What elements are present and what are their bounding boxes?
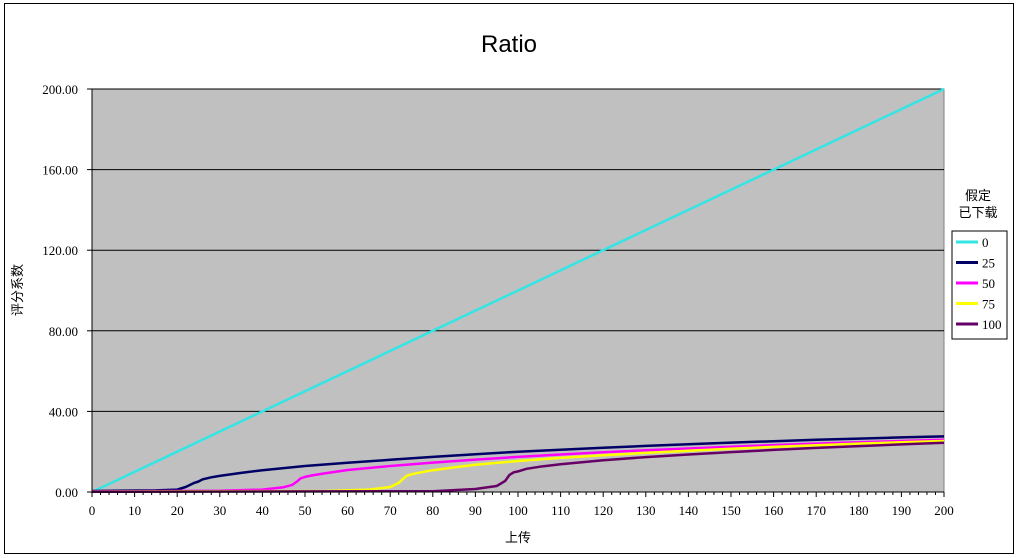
legend-label-75: 75 — [982, 297, 995, 312]
x-tick-label: 120 — [593, 503, 613, 518]
x-tick-label: 140 — [679, 503, 699, 518]
legend-title-line: 已下载 — [958, 206, 997, 221]
y-tick-label: 80.00 — [49, 324, 78, 339]
legend-label-0: 0 — [982, 235, 989, 250]
x-tick-label: 190 — [892, 503, 912, 518]
legend-label-25: 25 — [982, 256, 995, 271]
x-tick-label: 200 — [934, 503, 954, 518]
legend-label-50: 50 — [982, 276, 995, 291]
legend-label-100: 100 — [982, 317, 1002, 332]
x-tick-label: 70 — [384, 503, 397, 518]
x-tick-label: 130 — [636, 503, 656, 518]
x-tick-label: 100 — [508, 503, 528, 518]
legend-title-line: 假定 — [965, 189, 991, 204]
y-tick-label: 40.00 — [49, 404, 78, 419]
x-tick-label: 50 — [299, 503, 312, 518]
x-tick-label: 30 — [213, 503, 226, 518]
chart-title: Ratio — [481, 31, 537, 58]
series-line-50 — [91, 438, 945, 493]
series-line-0 — [91, 87, 945, 494]
x-tick-label: 110 — [551, 503, 570, 518]
x-tick-label: 20 — [171, 503, 184, 518]
series-line-25 — [91, 435, 945, 493]
x-tick-label: 90 — [469, 503, 482, 518]
series-line-100 — [91, 441, 945, 494]
y-tick-label: 200.00 — [42, 82, 78, 97]
x-tick-label: 170 — [806, 503, 826, 518]
y-tick-label: 120.00 — [42, 243, 78, 258]
x-tick-label: 180 — [849, 503, 869, 518]
x-tick-label: 150 — [721, 503, 741, 518]
y-axis-title: 评分系数 — [11, 264, 26, 316]
series-line-75 — [91, 439, 945, 493]
y-tick-label: 160.00 — [42, 163, 78, 178]
x-tick-label: 10 — [128, 503, 141, 518]
legend-box — [951, 230, 1008, 340]
x-axis-title: 上传 — [505, 531, 531, 546]
x-tick-label: 0 — [89, 503, 96, 518]
x-tick-label: 60 — [341, 503, 354, 518]
x-tick-label: 80 — [426, 503, 439, 518]
y-tick-label: 0.00 — [55, 485, 78, 500]
x-tick-label: 160 — [764, 503, 784, 518]
x-tick-label: 40 — [256, 503, 269, 518]
